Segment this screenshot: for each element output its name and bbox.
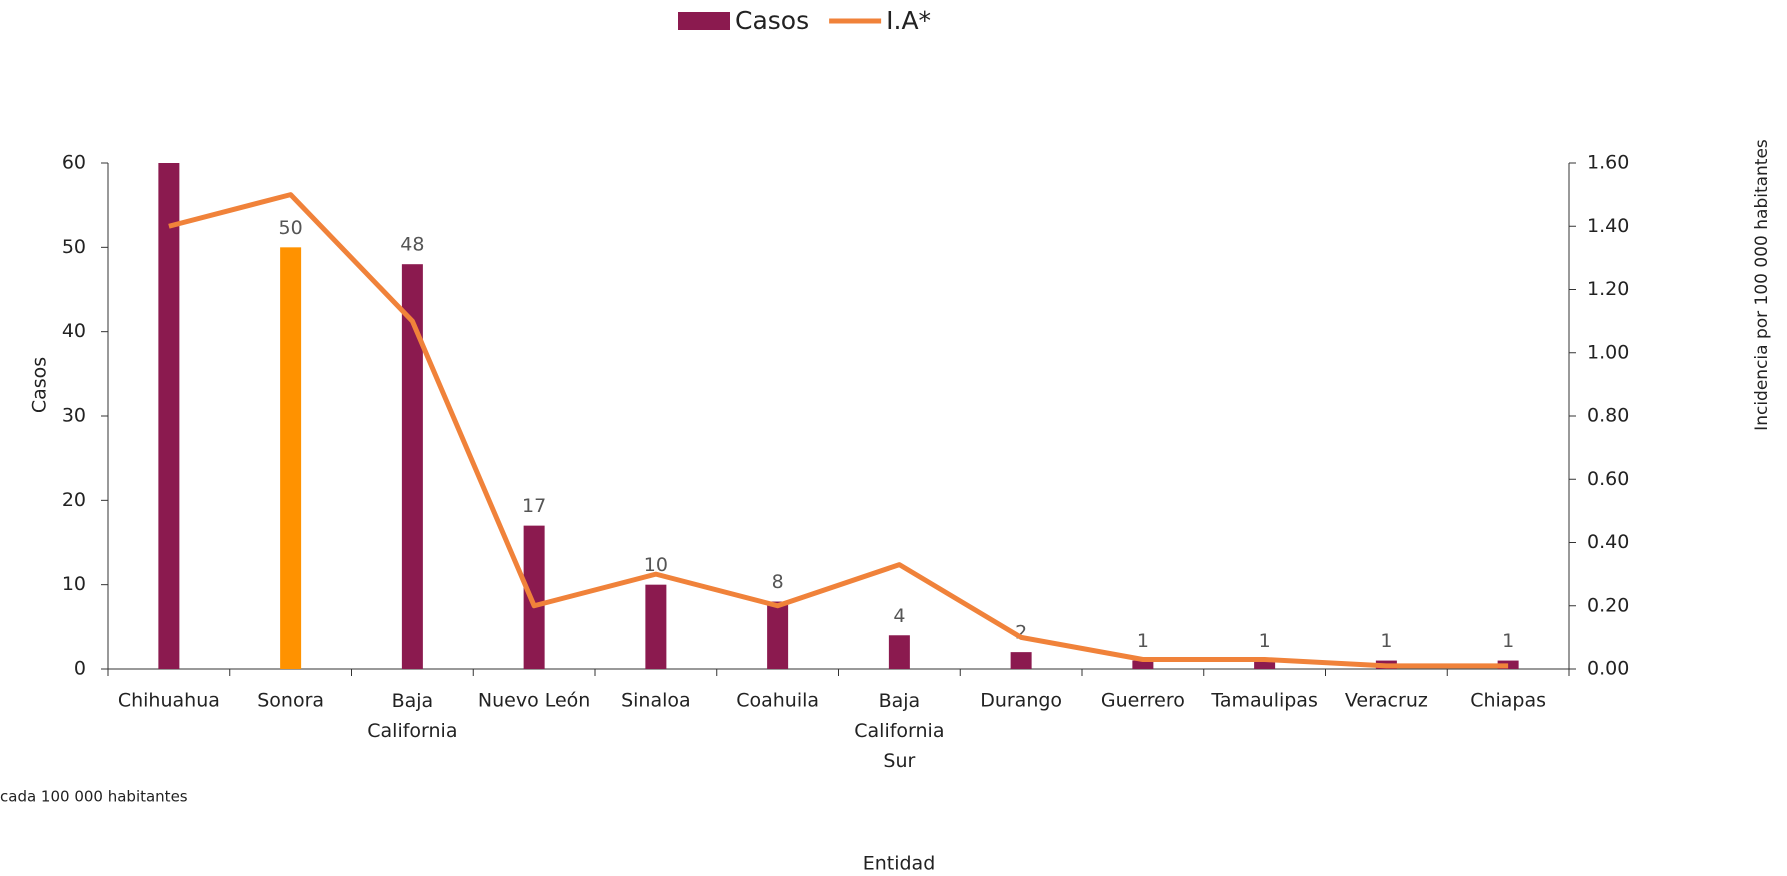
y-tick-label: 0 <box>74 658 86 680</box>
bar <box>1254 660 1276 669</box>
x-tick-label: Chihuahua <box>118 690 220 712</box>
y-tick-label: 10 <box>62 573 86 595</box>
y2-tick-label: 1.60 <box>1587 152 1629 174</box>
y2-tick-label: 1.00 <box>1587 341 1629 363</box>
legend-label: Casos <box>735 6 809 35</box>
legend-label: I.A* <box>886 6 931 35</box>
x-axis-label: Entidad <box>863 853 936 875</box>
y2-tick-label: 1.20 <box>1587 278 1629 300</box>
bar <box>645 584 667 669</box>
x-tick-label: Baja California Sur <box>854 690 944 772</box>
data-label: 1 <box>1380 630 1392 652</box>
bar <box>401 264 423 669</box>
x-tick-label: Veracruz <box>1345 690 1428 712</box>
y2-tick-label: 0.00 <box>1587 658 1629 680</box>
x-tick-label: Sonora <box>257 690 324 712</box>
data-label: 48 <box>400 234 424 256</box>
data-label: 8 <box>772 571 784 593</box>
bar <box>767 601 789 669</box>
x-tick-label: Durango <box>980 690 1062 712</box>
y-tick-label: 40 <box>62 320 86 342</box>
y2-tick-label: 0.40 <box>1587 531 1629 553</box>
data-label: 17 <box>522 495 546 517</box>
x-tick-label: Sinaloa <box>621 690 691 712</box>
line <box>168 192 1509 669</box>
footnote: cada 100 000 habitantes <box>0 788 188 806</box>
bar <box>888 635 910 669</box>
bar <box>280 247 302 670</box>
x-tick-label: Baja California <box>367 690 457 742</box>
x-tick-label: Coahuila <box>736 690 819 712</box>
y-tick-label: 50 <box>62 236 86 258</box>
x-tick-label: Guerrero <box>1101 690 1185 712</box>
data-label: 50 <box>279 217 303 239</box>
legend-swatch <box>678 12 730 30</box>
y-tick-label: 60 <box>62 152 86 174</box>
data-label: 1 <box>1259 630 1271 652</box>
bar <box>523 525 545 669</box>
data-label: 10 <box>644 554 668 576</box>
bar <box>1010 652 1032 669</box>
x-tick-label: Chiapas <box>1470 690 1546 712</box>
x-tick-label: Nuevo León <box>478 690 590 712</box>
y-axis-label: Casos <box>29 357 51 413</box>
bar <box>1132 660 1154 669</box>
y2-tick-label: 0.60 <box>1587 468 1629 490</box>
y2-tick-label: 1.40 <box>1587 215 1629 237</box>
x-tick-label: Tamaulipas <box>1210 690 1317 712</box>
y2-tick-label: 0.80 <box>1587 405 1629 427</box>
data-label: 1 <box>1137 630 1149 652</box>
y2-axis-label: Incidencia por 100 000 habitantes <box>1752 139 1772 431</box>
y-tick-label: 20 <box>62 489 86 511</box>
y2-tick-label: 0.20 <box>1587 594 1629 616</box>
data-label: 1 <box>1502 630 1514 652</box>
data-label: 4 <box>893 605 905 627</box>
bar <box>158 163 180 669</box>
y-tick-label: 30 <box>62 405 86 427</box>
